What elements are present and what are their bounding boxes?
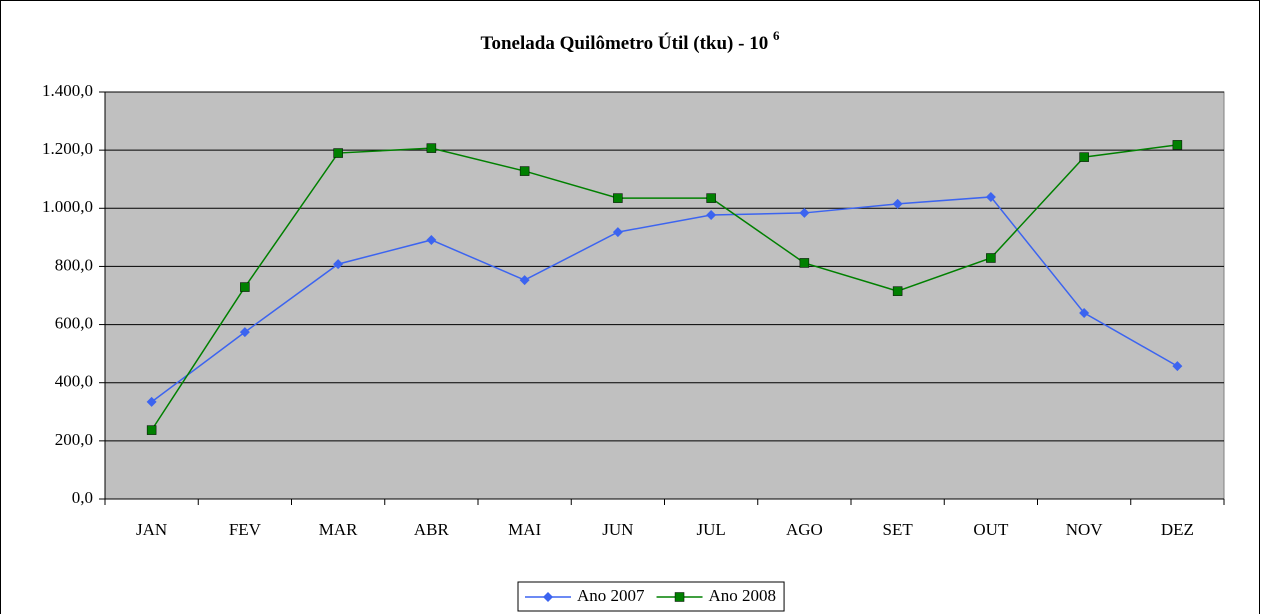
point — [706, 193, 716, 203]
point — [333, 259, 344, 270]
x-tick-label: SET — [883, 520, 914, 539]
title-text: Tonelada Quilômetro Útil (tku) - 10 — [481, 32, 769, 54]
y-tick-label: 400,0 — [55, 372, 93, 391]
y-tick-label: 1.000,0 — [42, 197, 93, 216]
point — [799, 207, 810, 218]
y-tick-label: 600,0 — [55, 313, 93, 332]
x-tick-label: FEV — [229, 520, 262, 539]
x-tick-label: MAR — [319, 520, 358, 539]
point — [674, 592, 685, 602]
point — [239, 327, 250, 338]
point — [519, 275, 530, 286]
legend-label: Ano 2007 — [577, 586, 645, 605]
point — [986, 253, 996, 263]
point — [426, 143, 437, 153]
point — [426, 234, 437, 245]
x-tick-label: OUT — [973, 520, 1009, 539]
title-exponent: 6 — [773, 28, 780, 43]
point — [892, 286, 903, 296]
point — [892, 198, 903, 209]
point — [543, 592, 553, 602]
legend: Ano 2007 Ano 2008 — [517, 581, 785, 612]
point — [1079, 152, 1089, 162]
x-tick-label: ABR — [414, 520, 450, 539]
point — [613, 193, 623, 203]
plot-area — [104, 91, 1225, 500]
x-tick-label: NOV — [1066, 520, 1104, 539]
x-tick-label: JAN — [136, 520, 167, 539]
x-tick-label: JUL — [696, 520, 725, 539]
point — [519, 166, 530, 176]
point — [333, 148, 343, 158]
point — [612, 227, 623, 238]
point — [1172, 361, 1183, 372]
y-tick-label: 1.400,0 — [42, 81, 93, 100]
point — [706, 209, 717, 220]
y-tick-label: 200,0 — [55, 430, 93, 449]
x-tick-label: AGO — [786, 520, 823, 539]
point — [146, 425, 157, 435]
point — [146, 396, 157, 407]
series-line — [151, 196, 1178, 403]
point — [1172, 140, 1183, 150]
y-tick-label: 1.200,0 — [42, 139, 93, 158]
y-tick-label: 800,0 — [55, 255, 93, 274]
chart-title: Tonelada Quilômetro Útil (tku) - 10 6 — [481, 28, 780, 54]
x-tick-label: DEZ — [1161, 520, 1194, 539]
x-tick-label: JUN — [602, 520, 633, 539]
y-tick-label: 0,0 — [72, 488, 93, 507]
legend-label: Ano 2008 — [709, 586, 777, 605]
series-line — [150, 144, 1178, 431]
point — [1079, 307, 1090, 318]
point — [240, 282, 250, 292]
x-tick-label: MAI — [508, 520, 541, 539]
point — [985, 191, 996, 202]
point — [799, 258, 810, 268]
